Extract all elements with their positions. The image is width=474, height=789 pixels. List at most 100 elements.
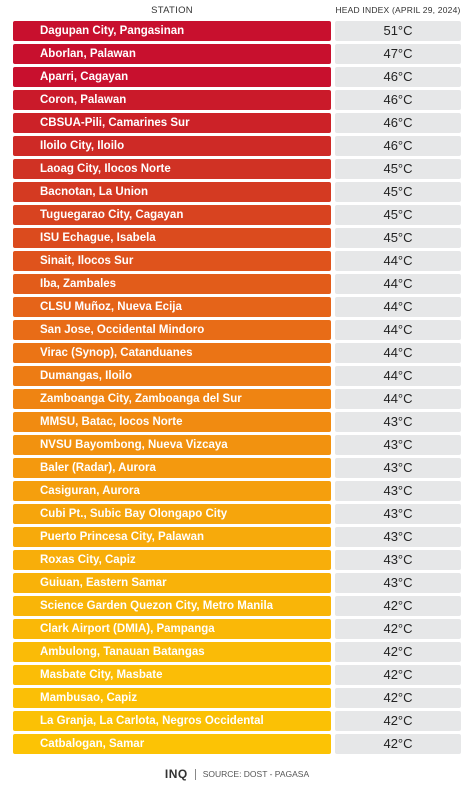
station-name: CBSUA-Pili, Camarines Sur [13, 113, 331, 133]
station-name: ISU Echague, Isabela [13, 228, 331, 248]
heat-index-value: 43°C [335, 435, 461, 455]
source-credit: SOURCE: DOST - PAGASA [202, 769, 310, 779]
heat-index-value: 45°C [335, 182, 461, 202]
table-row: Sinait, Ilocos Sur 44°C [13, 251, 461, 271]
table-row: Science Garden Quezon City, Metro Manila… [13, 596, 461, 616]
heat-index-value: 42°C [335, 642, 461, 662]
heat-index-value: 42°C [335, 665, 461, 685]
table-row: Casiguran, Aurora 43°C [13, 481, 461, 501]
table-row: Dagupan City, Pangasinan 51°C [13, 21, 461, 41]
station-name: Dagupan City, Pangasinan [13, 21, 331, 41]
table-row: Zamboanga City, Zamboanga del Sur 44°C [13, 389, 461, 409]
station-name: Iloilo City, Iloilo [13, 136, 331, 156]
heat-index-value: 51°C [335, 21, 461, 41]
table-row: Coron, Palawan 46°C [13, 90, 461, 110]
station-name: Coron, Palawan [13, 90, 331, 110]
table-row: CLSU Muñoz, Nueva Ecija 44°C [13, 297, 461, 317]
heat-index-value: 43°C [335, 550, 461, 570]
station-name: Iba, Zambales [13, 274, 331, 294]
table-row: Mambusao, Capiz 42°C [13, 688, 461, 708]
table-row: Catbalogan, Samar 42°C [13, 734, 461, 754]
table-row: Bacnotan, La Union 45°C [13, 182, 461, 202]
station-table: Dagupan City, Pangasinan 51°C Aborlan, Pal… [13, 21, 461, 757]
station-name: Tuguegarao City, Cagayan [13, 205, 331, 225]
heat-index-value: 43°C [335, 573, 461, 593]
station-name: San Jose, Occidental Mindoro [13, 320, 331, 340]
station-name: Casiguran, Aurora [13, 481, 331, 501]
table-row: Aparri, Cagayan 46°C [13, 67, 461, 87]
station-column-header: STATION [151, 5, 193, 16]
station-name: Puerto Princesa City, Palawan [13, 527, 331, 547]
heat-index-value: 46°C [335, 90, 461, 110]
table-row: Iloilo City, Iloilo 46°C [13, 136, 461, 156]
station-name: Clark Airport (DMIA), Pampanga [13, 619, 331, 639]
table-row: Puerto Princesa City, Palawan 43°C [13, 527, 461, 547]
station-name: Dumangas, Iloilo [13, 366, 331, 386]
station-name: La Granja, La Carlota, Negros Occidental [13, 711, 331, 731]
table-row: ISU Echague, Isabela 45°C [13, 228, 461, 248]
table-row: NVSU Bayombong, Nueva Vizcaya 43°C [13, 435, 461, 455]
heat-index-value: 46°C [335, 113, 461, 133]
table-row: Dumangas, Iloilo 44°C [13, 366, 461, 386]
heat-index-value: 42°C [335, 734, 461, 754]
heat-index-value: 43°C [335, 481, 461, 501]
station-name: Science Garden Quezon City, Metro Manila [13, 596, 331, 616]
station-name: Masbate City, Masbate [13, 665, 331, 685]
heat-index-value: 44°C [335, 389, 461, 409]
table-row: Roxas City, Capiz 43°C [13, 550, 461, 570]
heat-index-value: 46°C [335, 67, 461, 87]
table-row: La Granja, La Carlota, Negros Occidental… [13, 711, 461, 731]
table-row: San Jose, Occidental Mindoro 44°C [13, 320, 461, 340]
heat-index-value: 43°C [335, 458, 461, 478]
heat-index-value: 45°C [335, 228, 461, 248]
station-name: Aborlan, Palawan [13, 44, 331, 64]
heat-index-value: 44°C [335, 274, 461, 294]
station-name: MMSU, Batac, Iocos Norte [13, 412, 331, 432]
heat-index-value: 44°C [335, 366, 461, 386]
station-name: Ambulong, Tanauan Batangas [13, 642, 331, 662]
station-name: Virac (Synop), Catanduanes [13, 343, 331, 363]
table-row: Cubi Pt., Subic Bay Olongapo City 43°C [13, 504, 461, 524]
inq-logo: INQ [164, 767, 188, 781]
heat-index-value: 44°C [335, 320, 461, 340]
table-row: Iba, Zambales 44°C [13, 274, 461, 294]
table-row: Baler (Radar), Aurora 43°C [13, 458, 461, 478]
table-row: Aborlan, Palawan 47°C [13, 44, 461, 64]
heat-index-value: 47°C [335, 44, 461, 64]
heat-index-value: 44°C [335, 343, 461, 363]
footer-divider [194, 768, 196, 780]
table-row: Tuguegarao City, Cagayan 45°C [13, 205, 461, 225]
table-row: CBSUA-Pili, Camarines Sur 46°C [13, 113, 461, 133]
heat-index-value: 42°C [335, 711, 461, 731]
station-name: Guiuan, Eastern Samar [13, 573, 331, 593]
heat-index-value: 43°C [335, 527, 461, 547]
station-name: Laoag City, Ilocos Norte [13, 159, 331, 179]
station-name: Cubi Pt., Subic Bay Olongapo City [13, 504, 331, 524]
heat-index-value: 42°C [335, 619, 461, 639]
heat-index-column-header: HEAD INDEX (APRIL 29, 2024) [335, 5, 461, 15]
table-row: Clark Airport (DMIA), Pampanga 42°C [13, 619, 461, 639]
station-name: Baler (Radar), Aurora [13, 458, 331, 478]
heat-index-value: 45°C [335, 205, 461, 225]
table-row: Guiuan, Eastern Samar 43°C [13, 573, 461, 593]
station-name: Bacnotan, La Union [13, 182, 331, 202]
station-name: Sinait, Ilocos Sur [13, 251, 331, 271]
station-name: Roxas City, Capiz [13, 550, 331, 570]
heat-index-value: 43°C [335, 412, 461, 432]
table-row: MMSU, Batac, Iocos Norte 43°C [13, 412, 461, 432]
heat-index-value: 42°C [335, 688, 461, 708]
table-row: Ambulong, Tanauan Batangas 42°C [13, 642, 461, 662]
station-name: CLSU Muñoz, Nueva Ecija [13, 297, 331, 317]
heat-index-value: 44°C [335, 251, 461, 271]
station-name: Catbalogan, Samar [13, 734, 331, 754]
table-header: STATION HEAD INDEX (APRIL 29, 2024) [13, 0, 461, 20]
heat-index-value: 42°C [335, 596, 461, 616]
station-name: Zamboanga City, Zamboanga del Sur [13, 389, 331, 409]
station-name: Aparri, Cagayan [13, 67, 331, 87]
heat-index-value: 43°C [335, 504, 461, 524]
table-row: Masbate City, Masbate 42°C [13, 665, 461, 685]
table-row: Virac (Synop), Catanduanes 44°C [13, 343, 461, 363]
heat-index-value: 44°C [335, 297, 461, 317]
footer: INQ SOURCE: DOST - PAGASA [0, 766, 474, 782]
station-name: Mambusao, Capiz [13, 688, 331, 708]
